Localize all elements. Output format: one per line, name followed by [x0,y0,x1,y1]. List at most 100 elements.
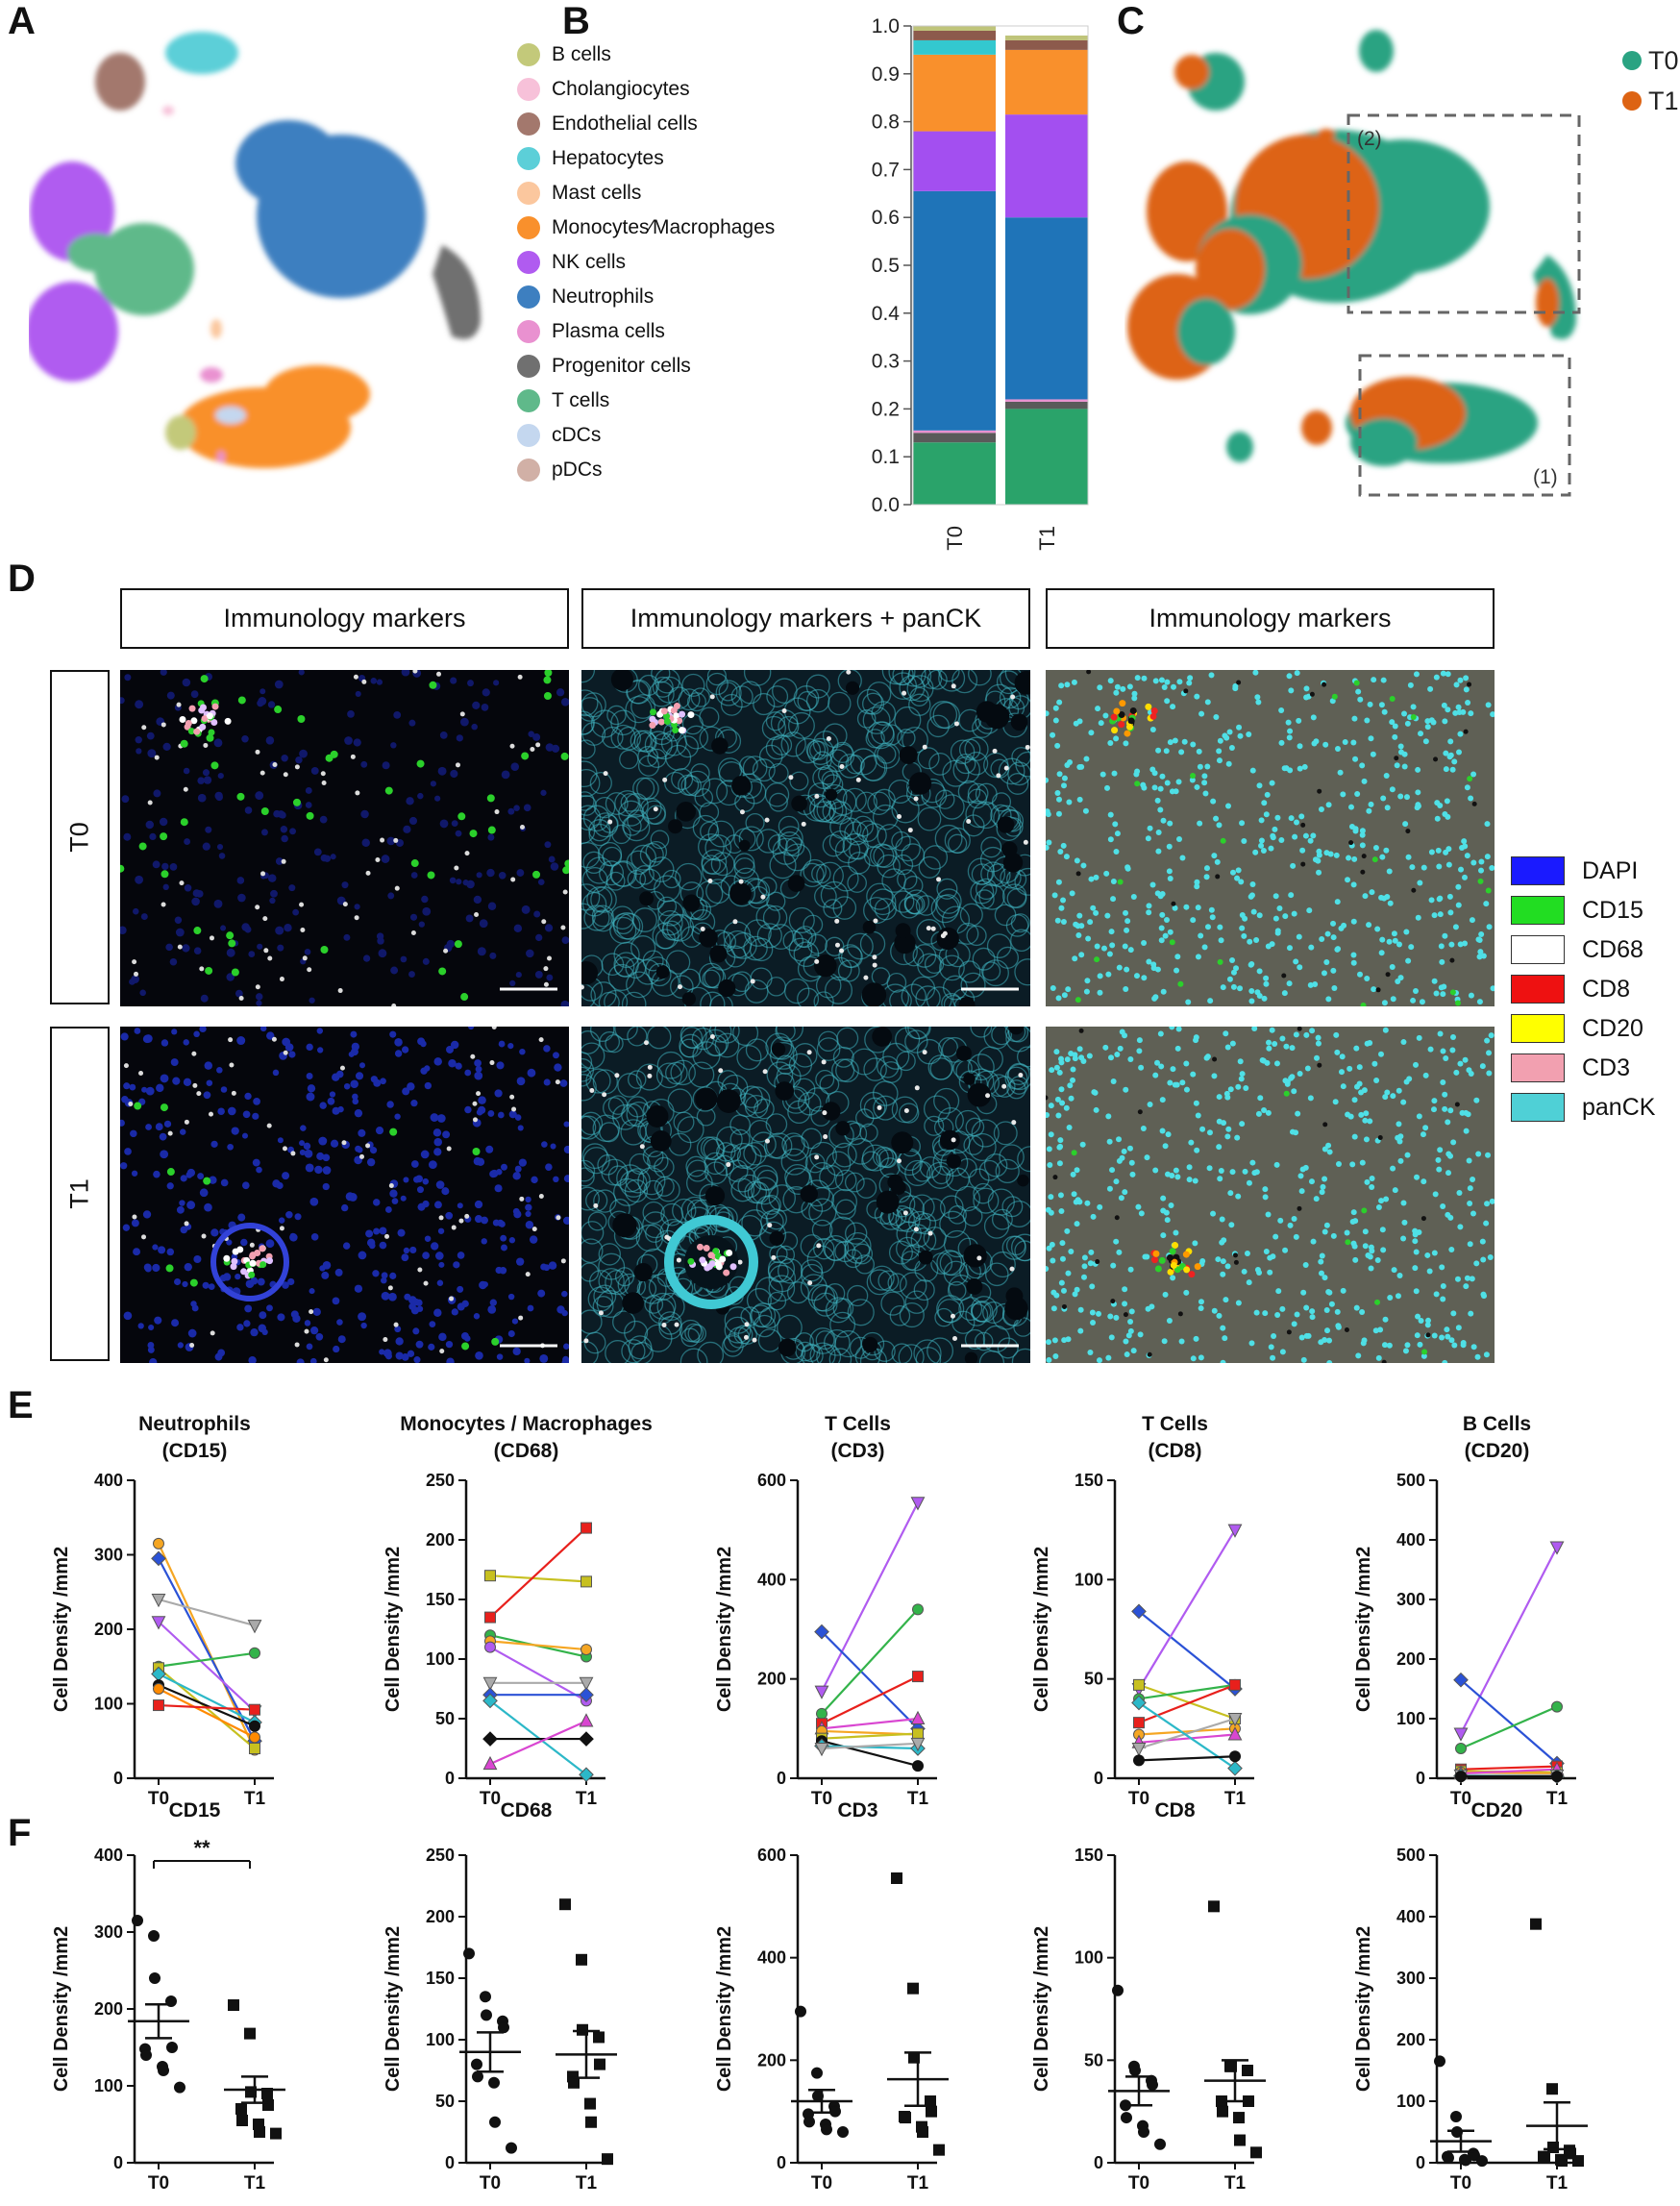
cd68-cell [443,948,449,954]
panck-dot [1467,1185,1473,1192]
panck-dot [1230,983,1237,990]
panck-cell [765,1113,788,1135]
panck-cell [958,960,981,983]
panck-dot [1355,1352,1362,1359]
panck-cell [978,1159,1001,1181]
chart-E2: Monocytes / Macrophages(CD68)05010015020… [383,1413,653,1809]
panck-dot [1190,741,1197,748]
nucleus [161,1039,169,1047]
panck-dot [1333,852,1340,858]
panck-dot [1445,671,1451,678]
cd68-cell [167,1130,173,1136]
panck-dot [1437,1030,1444,1037]
panck-dot [1107,836,1114,843]
cd68-cell [976,1255,982,1261]
data-point [568,2076,580,2089]
nucleus [464,1069,472,1077]
panck-dot [1237,1058,1244,1065]
data-point [1133,1678,1145,1691]
panck-dot [1105,971,1112,978]
data-point [481,2009,492,2021]
panck-dot [1439,958,1445,965]
marker-swatch [1511,1014,1565,1043]
panck-cell [845,755,865,775]
image-t1-segmentation [1046,1027,1495,1363]
data-point [593,2031,605,2044]
panck-dot [1400,1099,1407,1105]
cd68-cell [556,1215,561,1221]
nucleus [312,1307,321,1316]
panck-dot [1304,1065,1311,1072]
panck-cell [684,1323,704,1343]
panck-dot [1260,1057,1267,1064]
nucleus [348,1051,355,1057]
data-point [1225,2060,1237,2072]
panck-dot [1415,914,1421,921]
panck-dot [1123,986,1129,993]
panck-dot [1054,742,1061,749]
panck-dot [1166,843,1173,850]
nucleus [334,1268,343,1277]
panck-dot [1315,857,1322,864]
panck-dot [1149,881,1156,888]
data-point [912,1727,924,1740]
cd15-cell [200,675,209,683]
panck-dot [1390,996,1396,1003]
cd68-dot [1075,871,1081,877]
panck-dot [1195,1112,1201,1119]
vacuole [966,1277,983,1295]
panck-cell [700,991,726,1006]
panck-dot [1292,833,1298,840]
panck-dot [1146,903,1152,909]
cd68-cell [992,748,998,754]
data-point [463,1947,475,1960]
cd68-dot [1309,691,1315,697]
panck-dot [1431,1332,1438,1339]
cd68-cell [752,1337,757,1343]
nucleus [120,697,125,705]
nucleus [379,1241,387,1250]
y-axis-label: Cell Density /mm2 [1031,1926,1052,2092]
panck-dot [1279,1305,1286,1312]
panck-cell [589,771,612,795]
vacuole [984,704,1010,730]
panck-dot [1113,735,1120,742]
data-point [1549,1769,1565,1784]
panck-cell [819,1164,844,1190]
nucleus [562,1216,569,1225]
panck-cell [589,1027,615,1042]
data-point [1455,1743,1467,1754]
panck-dot [1412,988,1419,995]
panck-dot [1473,1260,1480,1267]
nucleus [435,1252,444,1260]
cd68-cell [279,977,284,982]
nucleus [477,947,486,956]
panck-dot [1318,1339,1324,1346]
panck-dot [1359,1309,1366,1316]
panck-dot [1094,943,1100,950]
panck-cell [743,1086,771,1114]
panck-dot [1359,831,1366,838]
panck-dot [1449,1047,1456,1053]
panck-dot [1256,993,1263,1000]
nucleus [507,1329,515,1338]
panck-dot [1442,718,1448,725]
panck-dot [1461,838,1468,845]
panck-dot [1141,675,1148,682]
nucleus [243,1320,251,1327]
nucleus [360,760,368,768]
vacuole [918,1250,933,1265]
nucleus [205,826,212,833]
cd68-cell [231,1090,236,1096]
cd15-cell [560,752,569,760]
nucleus [354,1108,363,1118]
vacuole [699,928,718,948]
panck-dot [1082,807,1089,814]
nucleus [154,1316,162,1325]
cd15-cell [469,830,478,838]
nucleus [171,1319,180,1327]
panck-cell [1017,1146,1030,1173]
data-point [559,1898,571,1911]
x-tick-label: T1 [576,2173,598,2194]
data-point [1453,1727,1469,1742]
